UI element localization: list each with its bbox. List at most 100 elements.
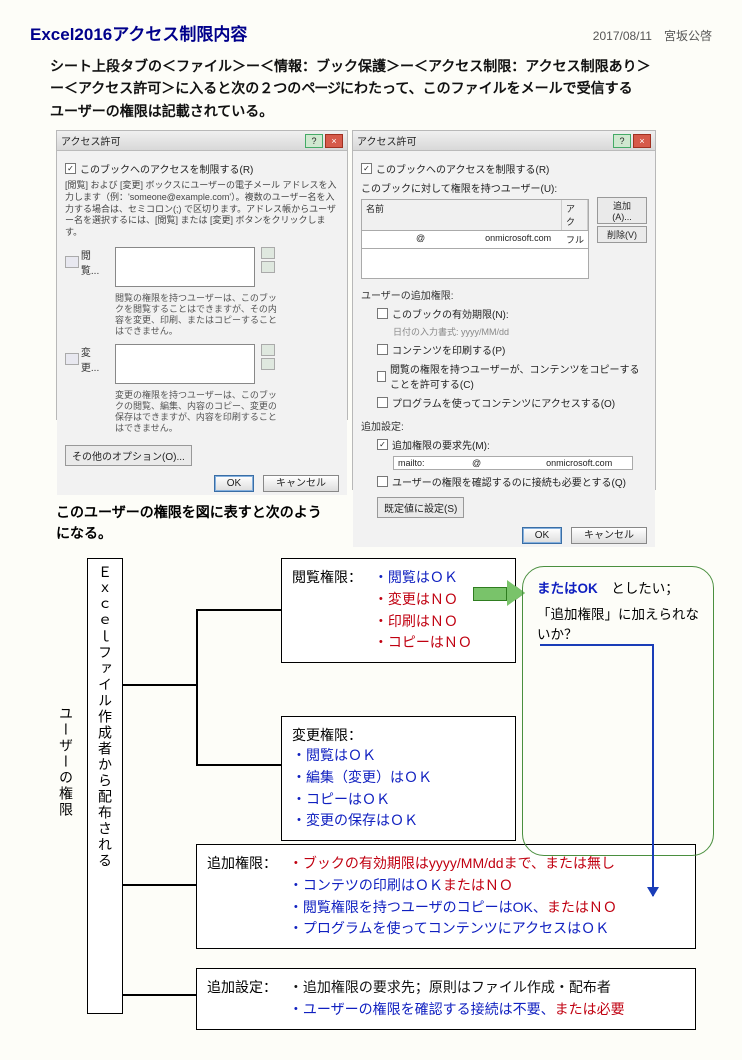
people-icon[interactable]: [261, 261, 275, 273]
conn-h: [123, 684, 196, 686]
close-icon[interactable]: ×: [633, 134, 651, 148]
list-item: ・閲覧権限を持つユーザのコピーはOK、またはＮＯ: [289, 897, 669, 919]
copy-label: 閲覧の権限を持つユーザーが、コンテンツをコピーすることを許可する(C): [390, 361, 647, 391]
intro-l2b: ページ: [301, 80, 340, 96]
add-set-label: 追加設定:: [361, 418, 647, 433]
print-checkbox[interactable]: [377, 344, 388, 355]
page-title: Excel2016アクセス制限内容: [30, 20, 247, 45]
addr-icon[interactable]: [261, 247, 275, 259]
user-row-name[interactable]: @ onmicrosoft.com: [362, 231, 562, 248]
intro-l2a: ー＜アクセス許可＞に入ると次の２つの: [50, 80, 301, 96]
b4-title: 追加設定：: [207, 977, 285, 997]
read-hint: 閲覧の権限を持つユーザーは、このブックを閲覧することはできますが、その内容を変更…: [115, 293, 285, 338]
conn-checkbox[interactable]: [377, 476, 388, 487]
expiry-hint: 日付の入力書式: yyyy/MM/dd: [393, 325, 647, 338]
ok-button[interactable]: OK: [522, 527, 562, 544]
list-item: ・閲覧はＯＫ: [292, 745, 432, 767]
dlg1-desc: [閲覧] および [変更] ボックスにユーザーの電子メール アドレスを入力します…: [65, 180, 339, 238]
addr-icon[interactable]: [261, 344, 275, 356]
expiry-label: このブックの有効期限(N):: [392, 306, 509, 321]
copy-checkbox[interactable]: [377, 371, 386, 382]
list-item: ・コピーはＮＯ: [374, 632, 472, 654]
author: 宮坂公啓: [664, 29, 712, 43]
conn-to-b3: [123, 884, 196, 886]
add-button[interactable]: 追加(A)...: [597, 197, 647, 224]
dialogs-area: アクセス許可 ? × ✓ このブックへのアクセスを制限する(R) [閲覧] および…: [0, 122, 742, 494]
cancel-button[interactable]: キャンセル: [263, 475, 339, 492]
restrict-checkbox[interactable]: ✓: [65, 163, 76, 174]
list-item: ・プログラムを使ってコンテンツにアクセスはＯＫ: [289, 918, 669, 940]
dlg2-title: アクセス許可: [357, 133, 417, 148]
change-label: 変更...: [65, 344, 109, 374]
ok-button[interactable]: OK: [214, 475, 254, 492]
down-arrow-icon: [652, 644, 654, 896]
restrict-checkbox[interactable]: ✓: [361, 163, 372, 174]
col-access: アク: [562, 200, 588, 230]
change-hint: 変更の権限を持つユーザーは、このブックの閲覧、編集、内容のコピー、変更の保存はで…: [115, 390, 285, 435]
list-item: ・コピーはＯＫ: [292, 789, 432, 811]
dlg1-title: アクセス許可: [61, 133, 121, 148]
callout-l1a: またはOK: [537, 581, 598, 596]
restrict-label: このブックへのアクセスを制限する(R): [376, 161, 549, 176]
list-item: ・ユーザーの権限を確認する接続は不要、または必要: [289, 999, 669, 1021]
conn-label: ユーザーの権限を確認するのに接続も必要とする(Q): [392, 474, 626, 489]
read-textarea[interactable]: [115, 247, 255, 287]
more-options-button[interactable]: その他のオプション(O)...: [65, 445, 192, 466]
help-icon[interactable]: ?: [613, 134, 631, 148]
callout-l1b: としたい；: [598, 581, 679, 596]
b2-title: 変更権限：: [292, 725, 370, 745]
help-icon[interactable]: ?: [305, 134, 323, 148]
read-permission-box: 閲覧権限： ・閲覧はＯＫ・変更はＮＯ・印刷はＮＯ・コピーはＮＯ: [281, 558, 516, 663]
req-checkbox[interactable]: ✓: [377, 439, 388, 450]
dlg2-titlebar: アクセス許可 ? ×: [353, 131, 655, 151]
b2-list: ・閲覧はＯＫ・編集（変更）はＯＫ・コピーはＯＫ・変更の保存はＯＫ: [292, 745, 432, 832]
users-label: このブックに対して権限を持つユーザー(U):: [361, 180, 647, 195]
list-item: ・追加権限の要求先；原則はファイル作成・配布者: [289, 977, 669, 999]
b1-list: ・閲覧はＯＫ・変更はＮＯ・印刷はＮＯ・コピーはＮＯ: [374, 567, 472, 654]
date-author: 2017/08/11 宮坂公啓: [593, 27, 712, 44]
list-item: ・変更の保存はＯＫ: [292, 810, 432, 832]
user-permission-label: ユーザーの権限: [56, 706, 80, 896]
dialog-access-2: アクセス許可 ? × ✓ このブックへのアクセスを制限する(R) このブックに対し…: [352, 130, 656, 490]
b4-list: ・追加権限の要求先；原則はファイル作成・配布者・ユーザーの権限を確認する接続は不…: [289, 977, 669, 1020]
cancel-button[interactable]: キャンセル: [571, 527, 647, 544]
conn-to-b1: [196, 609, 281, 611]
date: 2017/08/11: [593, 29, 652, 43]
b3-title: 追加権限：: [207, 853, 285, 873]
close-icon[interactable]: ×: [325, 134, 343, 148]
conn-to-b4: [123, 994, 196, 996]
add-perm-label: ユーザーの追加権限:: [361, 287, 647, 302]
list-item: ・ブックの有効期限はyyyy/MM/ddまで、または無し: [289, 853, 669, 875]
mailto-input[interactable]: mailto: @ onmicrosoft.com: [393, 456, 633, 470]
list-item: ・コンテツの印刷はＯＫまたはＮＯ: [289, 875, 669, 897]
header: Excel2016アクセス制限内容 2017/08/11 宮坂公啓: [0, 0, 742, 51]
dlg1-titlebar: アクセス許可 ? ×: [57, 131, 347, 151]
people-icon[interactable]: [261, 358, 275, 370]
prog-label: プログラムを使ってコンテンツにアクセスする(O): [392, 395, 615, 410]
default-button[interactable]: 既定値に設定(S): [377, 497, 464, 518]
restrict-label: このブックへのアクセスを制限する(R): [80, 161, 253, 176]
delete-button[interactable]: 削除(V): [597, 226, 647, 243]
conn-to-b2: [196, 764, 281, 766]
b1-title: 閲覧権限：: [292, 567, 370, 587]
expiry-checkbox[interactable]: [377, 308, 388, 319]
book-icon: [65, 256, 79, 268]
additional-permission-box: 追加権限： ・ブックの有効期限はyyyy/MM/ddまで、または無し・コンテツの…: [196, 844, 696, 949]
dialog-access-1: アクセス許可 ? × ✓ このブックへのアクセスを制限する(R) [閲覧] および…: [56, 130, 348, 420]
print-label: コンテンツを印刷する(P): [392, 342, 505, 357]
user-row-access: フル: [562, 231, 588, 248]
intro-l2c: にわたって、このファイルをメールで受信する: [340, 80, 633, 96]
intro-l3: ユーザーの権限は記載されている。: [50, 103, 273, 119]
down-arrow-h: [540, 644, 652, 646]
change-textarea[interactable]: [115, 344, 255, 384]
prog-checkbox[interactable]: [377, 397, 388, 408]
edit-icon: [65, 353, 79, 365]
intro-l1: シート上段タブの＜ファイル＞ー＜情報：ブック保護＞ー＜アクセス制限：アクセス制限…: [50, 58, 651, 74]
list-item: ・変更はＮＯ: [374, 589, 472, 611]
req-label: 追加権限の要求先(M):: [392, 437, 490, 452]
callout-l2: 「追加権限」に加えられないか？: [537, 603, 701, 643]
read-label: 閲覧...: [65, 247, 109, 277]
additional-settings-box: 追加設定： ・追加権限の要求先；原則はファイル作成・配布者・ユーザーの権限を確認…: [196, 968, 696, 1029]
list-item: ・閲覧はＯＫ: [374, 567, 472, 589]
list-item: ・印刷はＮＯ: [374, 611, 472, 633]
